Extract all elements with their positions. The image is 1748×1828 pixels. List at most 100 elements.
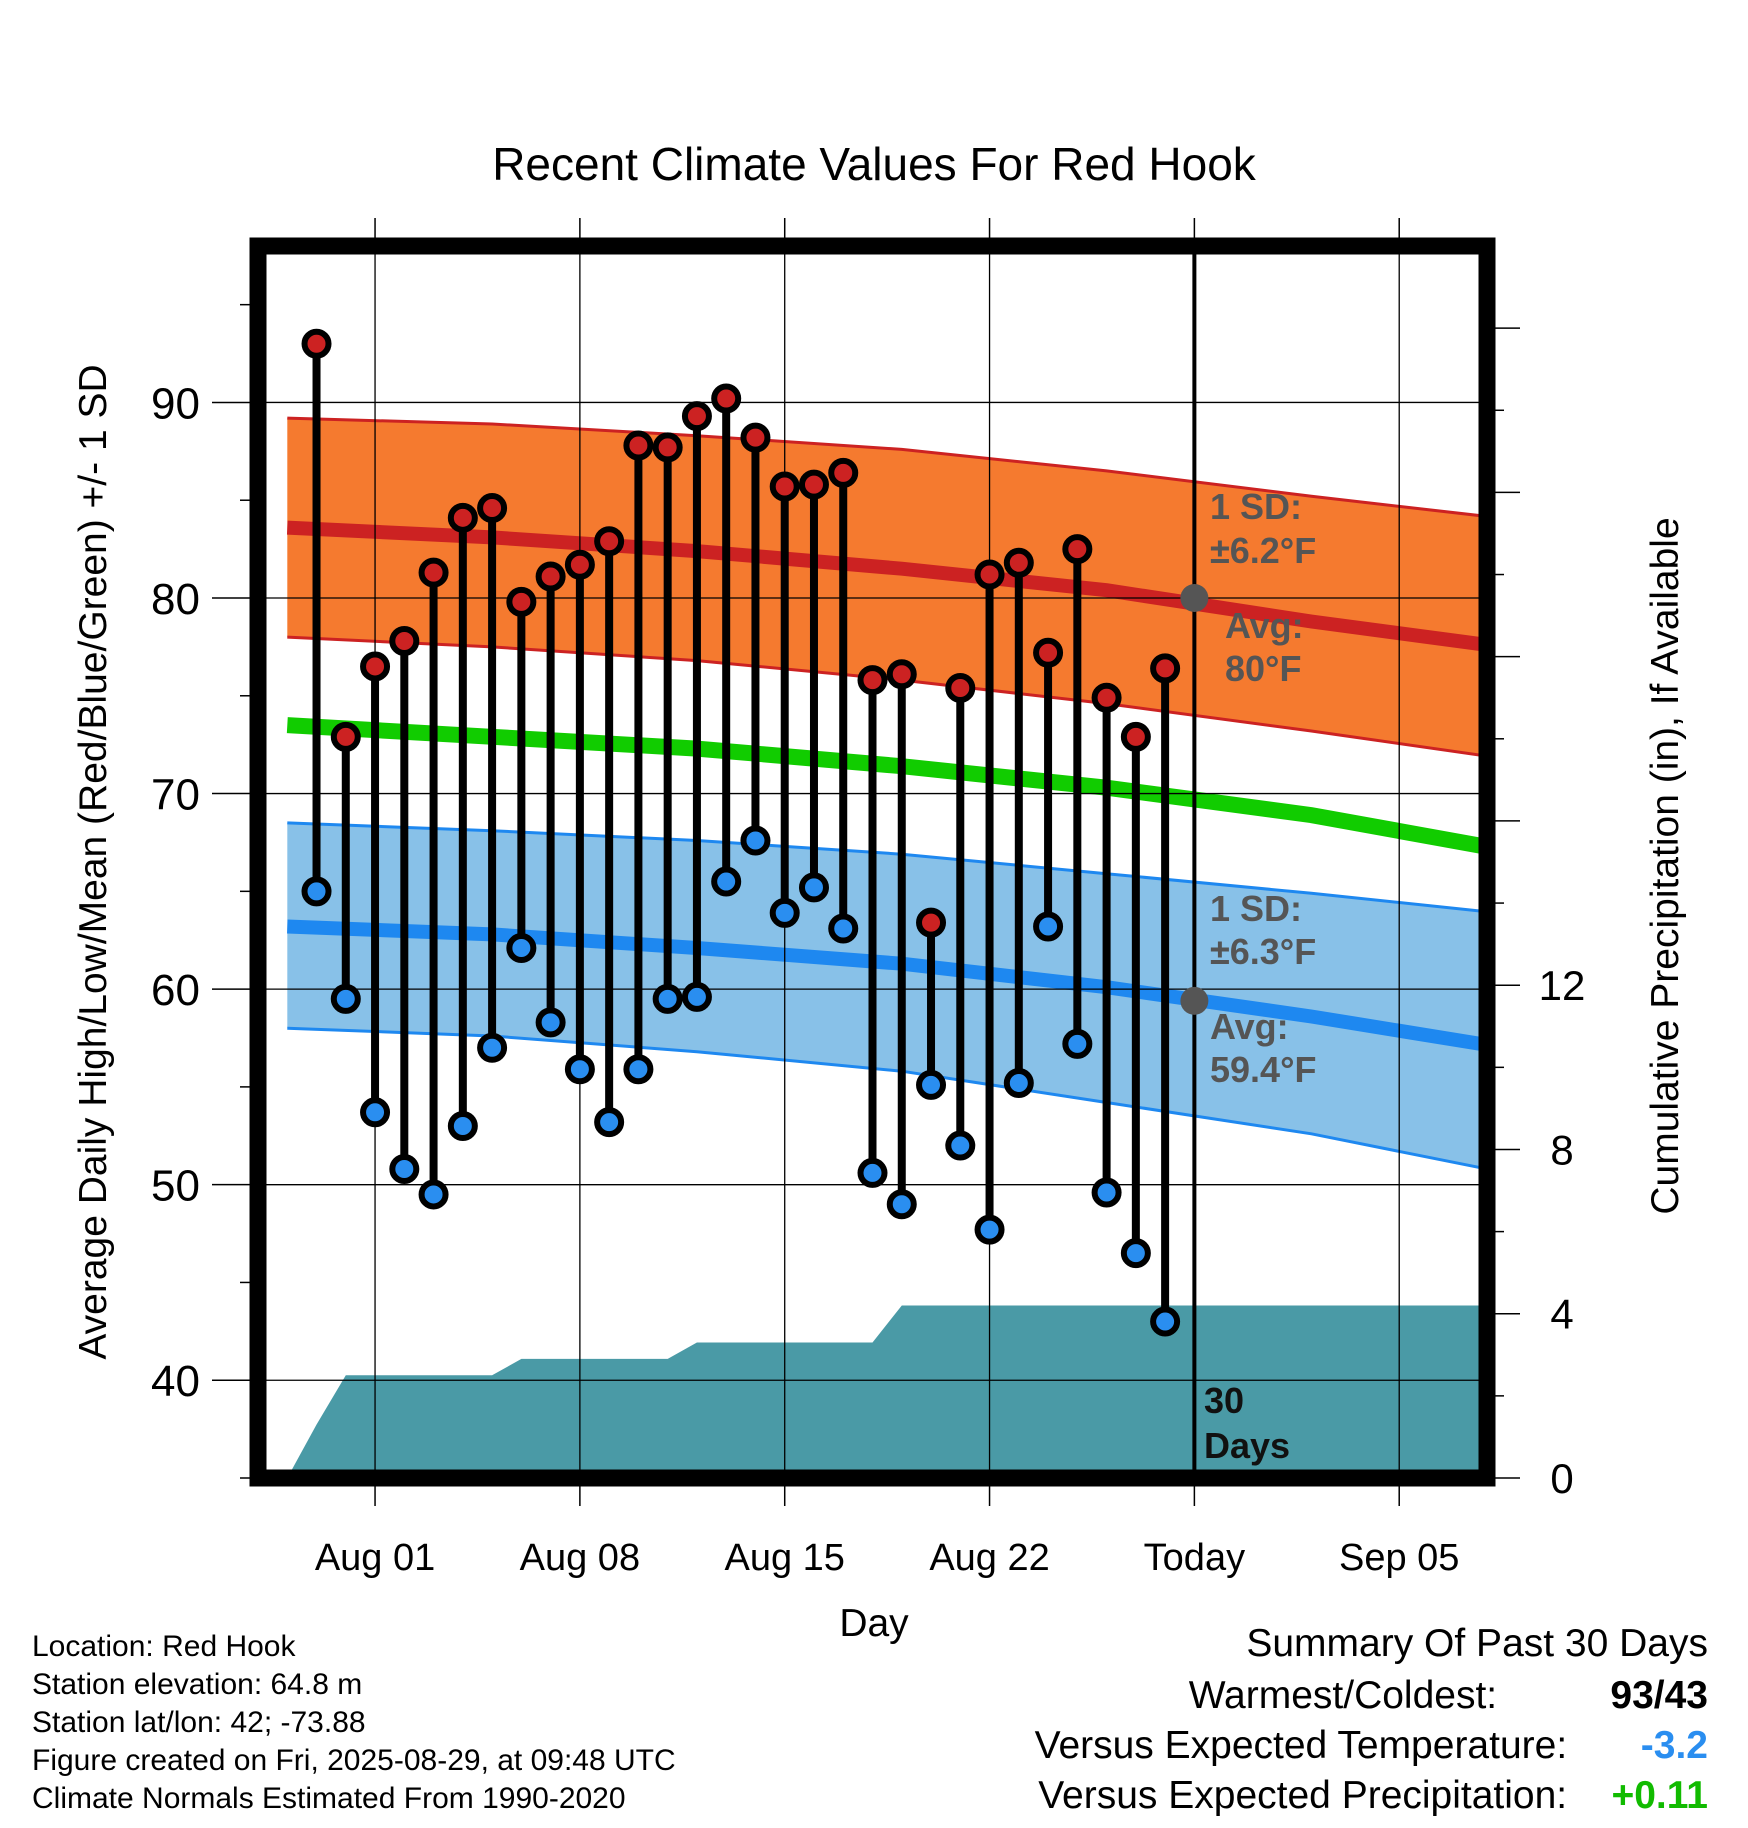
x-tick-label: Aug 01 (315, 1537, 435, 1579)
y2-tick-label: 4 (1550, 1291, 1573, 1338)
coldest-value: 43 (1664, 1674, 1708, 1717)
low-sd-band (287, 822, 1487, 1170)
summary-title: Summary Of Past 30 Days (1246, 1620, 1708, 1668)
low-point (681, 981, 712, 1012)
y2-tick-label: 0 (1550, 1455, 1573, 1502)
high-point (389, 626, 420, 657)
temp-label: Versus Expected Temperature: (1034, 1724, 1568, 1767)
low-point (828, 913, 859, 944)
y2-tick-label: 8 (1550, 1126, 1573, 1173)
high-point (418, 557, 449, 588)
precip-value: +0.11 (1611, 1774, 1708, 1817)
y-tick-label: 50 (151, 1162, 200, 1211)
low-point (740, 825, 771, 856)
x-tick-label: Aug 22 (929, 1537, 1049, 1579)
high-point (506, 586, 537, 617)
created-text: Figure created on Fri, 2025-08-29, at 09… (32, 1744, 676, 1777)
y-tick-label: 40 (151, 1357, 200, 1406)
high-point (360, 651, 391, 682)
low-avg-label: Avg: (1210, 1006, 1289, 1047)
x-tick-label: Sep 05 (1339, 1537, 1459, 1579)
low-point (564, 1054, 595, 1085)
low-point (330, 983, 361, 1014)
low-point (1003, 1067, 1034, 1098)
high-point (857, 665, 888, 696)
y-tick-label: 60 (151, 966, 200, 1015)
elevation-text: Station elevation: 64.8 m (32, 1668, 363, 1701)
high-point (1150, 653, 1181, 684)
temp-value: -3.2 (1640, 1724, 1708, 1767)
high-point (652, 432, 683, 463)
low-point (769, 897, 800, 928)
low-point (652, 983, 683, 1014)
high-point (623, 430, 654, 461)
low-point (945, 1130, 976, 1161)
high-point (447, 502, 478, 533)
x-tick-label: Aug 15 (724, 1537, 844, 1579)
low-point (1091, 1177, 1122, 1208)
low-point (594, 1107, 625, 1138)
plot-area (286, 416, 1487, 1478)
high-point (886, 659, 917, 690)
high-point (1091, 682, 1122, 713)
low-point (418, 1179, 449, 1210)
low-avg-value: 59.4°F (1210, 1049, 1316, 1090)
low-point (447, 1111, 478, 1141)
precip-area (287, 1305, 1487, 1478)
high-point (535, 561, 566, 592)
summary-title-text: Summary Of Past 30 Days (1246, 1622, 1708, 1665)
precip-label: Versus Expected Precipitation: (1038, 1774, 1568, 1817)
y-axis-label: Average Daily High/Low/Mean (Red/Blue/Gr… (72, 364, 115, 1359)
warmest-value: 93 (1610, 1674, 1654, 1717)
low-point (477, 1032, 508, 1063)
warmest-label: Warmest/Coldest: (1188, 1674, 1498, 1717)
axes: Aug 01 Aug 08 Aug 15 Aug 22 Today Sep 0540506… (151, 218, 1585, 1579)
high-point (711, 383, 742, 414)
low-point (360, 1097, 391, 1128)
low-point (1150, 1306, 1181, 1337)
high-point (740, 422, 771, 453)
high-sd-band (287, 418, 1487, 757)
low-point (535, 1007, 566, 1038)
annotations: 1 SD: ±6.2°F Avg: 80°F 1 SD: ±6.3°F Avg:… (1204, 486, 1316, 1466)
summary-warmest-row: Warmest/Coldest: 93/43 (1189, 1672, 1708, 1720)
low-sd-value: ±6.3°F (1210, 931, 1316, 972)
high-avg-value: 80°F (1225, 648, 1301, 689)
high-point (564, 549, 595, 580)
today-high-avg-marker (1180, 584, 1209, 612)
low-point (301, 876, 332, 907)
low-sd-label: 1 SD: (1210, 888, 1302, 929)
low-point (389, 1154, 420, 1185)
today-low-avg-marker (1180, 986, 1209, 1015)
x-tick-label: Today (1144, 1537, 1245, 1579)
high-point (798, 469, 829, 500)
plot-frame (249, 237, 1496, 1487)
high-sd-value: ±6.2°F (1210, 530, 1316, 571)
high-point (681, 401, 712, 432)
low-point (916, 1069, 947, 1100)
high-point (1033, 637, 1064, 668)
high-avg-label: Avg: (1225, 605, 1304, 646)
high-point (477, 493, 508, 524)
location-text: Location: Red Hook (32, 1630, 296, 1663)
y-tick-label: 90 (151, 379, 200, 428)
summary-temp-row: Versus Expected Temperature: -3.2 (1035, 1722, 1708, 1770)
high-band-upper-edge (287, 416, 1487, 518)
warmest-coldest-value: 93/43 (1610, 1674, 1708, 1717)
x-tick-label: Aug 08 (520, 1537, 640, 1579)
y-tick-label: 80 (151, 575, 200, 624)
low-point (506, 933, 537, 964)
high-point (974, 559, 1005, 590)
high-point (1120, 721, 1151, 752)
low-point (1033, 911, 1064, 942)
high-point (945, 672, 976, 703)
low-point (623, 1054, 654, 1085)
latlon-text: Station lat/lon: 42; -73.88 (32, 1706, 366, 1739)
low-point (857, 1157, 888, 1188)
low-point (974, 1214, 1005, 1245)
y-tick-label: 70 (151, 771, 200, 820)
normals-text: Climate Normals Estimated From 1990-2020 (32, 1782, 626, 1815)
low-point (1120, 1238, 1151, 1269)
high-sd-label: 1 SD: (1210, 486, 1302, 527)
